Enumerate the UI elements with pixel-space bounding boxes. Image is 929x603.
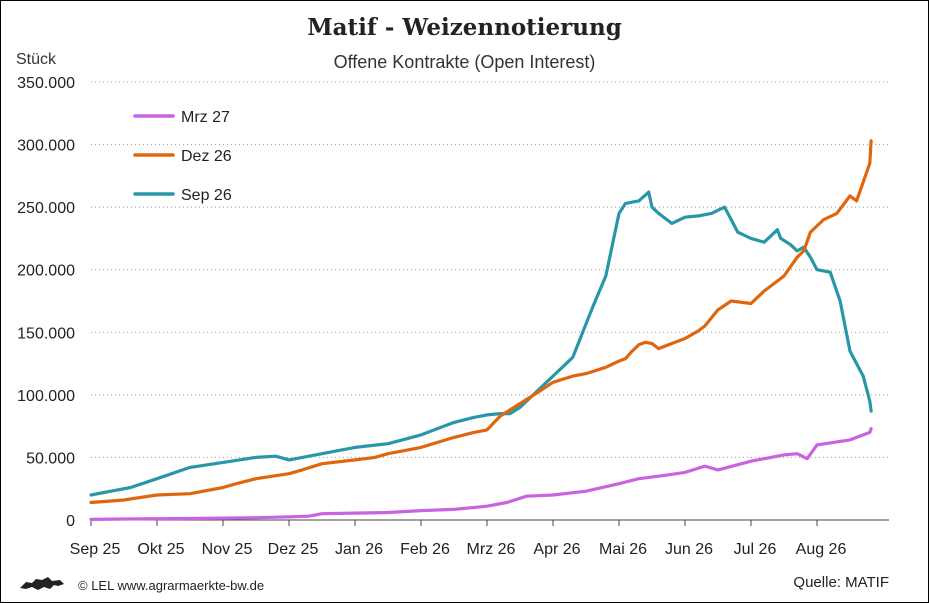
- x-tick-label: Jun 26: [665, 541, 713, 558]
- x-tick-label: Nov 25: [202, 541, 253, 558]
- source-text: Quelle: MATIF: [793, 574, 889, 591]
- y-tick-label: 100.000: [17, 388, 75, 405]
- x-tick-label: Sep 25: [70, 541, 121, 558]
- x-tick-label: Dez 25: [268, 541, 319, 558]
- legend-label: Mrz 27: [181, 109, 230, 126]
- x-tick-label: Apr 26: [533, 541, 580, 558]
- y-tick-label: 150.000: [17, 325, 75, 342]
- legend-label: Sep 26: [181, 187, 232, 204]
- y-tick-label: 0: [66, 513, 75, 530]
- y-tick-label: 300.000: [17, 138, 75, 155]
- y-tick-label: 50.000: [26, 450, 75, 467]
- series-line-sep-26: [89, 190, 873, 497]
- chart-subtitle: Offene Kontrakte (Open Interest): [333, 52, 596, 72]
- y-tick-label: 250.000: [17, 200, 75, 217]
- x-tick-label: Okt 25: [137, 541, 184, 558]
- series-line-mrz-27: [89, 427, 873, 522]
- chart-title: Matif - Weizennotierung: [307, 14, 622, 41]
- grid-lines: [91, 81, 889, 458]
- x-tick-label: Mrz 26: [467, 541, 516, 558]
- x-tick-label: Jan 26: [335, 541, 383, 558]
- x-tick-label: Feb 26: [400, 541, 450, 558]
- y-axis-unit-label: Stück: [16, 51, 57, 68]
- axes: 0 50.000 100.000 150.000 200.000 250.000 300.0…: [17, 75, 889, 558]
- x-tick-label: Mai 26: [599, 541, 647, 558]
- credit-text: © LEL www.agrarmaerkte-bw.de: [78, 578, 265, 593]
- x-tick-label: Jul 26: [734, 541, 777, 558]
- lion-logo-icon: [20, 577, 64, 590]
- y-tick-label: 200.000: [17, 263, 75, 280]
- legend-label: Dez 26: [181, 148, 232, 165]
- series-lines: [89, 139, 873, 522]
- series-line-dez-26: [89, 139, 873, 505]
- x-tick-label: Aug 26: [796, 541, 847, 558]
- legend: Mrz 27 Dez 26 Sep 26: [133, 109, 232, 204]
- y-tick-label: 350.000: [17, 75, 75, 92]
